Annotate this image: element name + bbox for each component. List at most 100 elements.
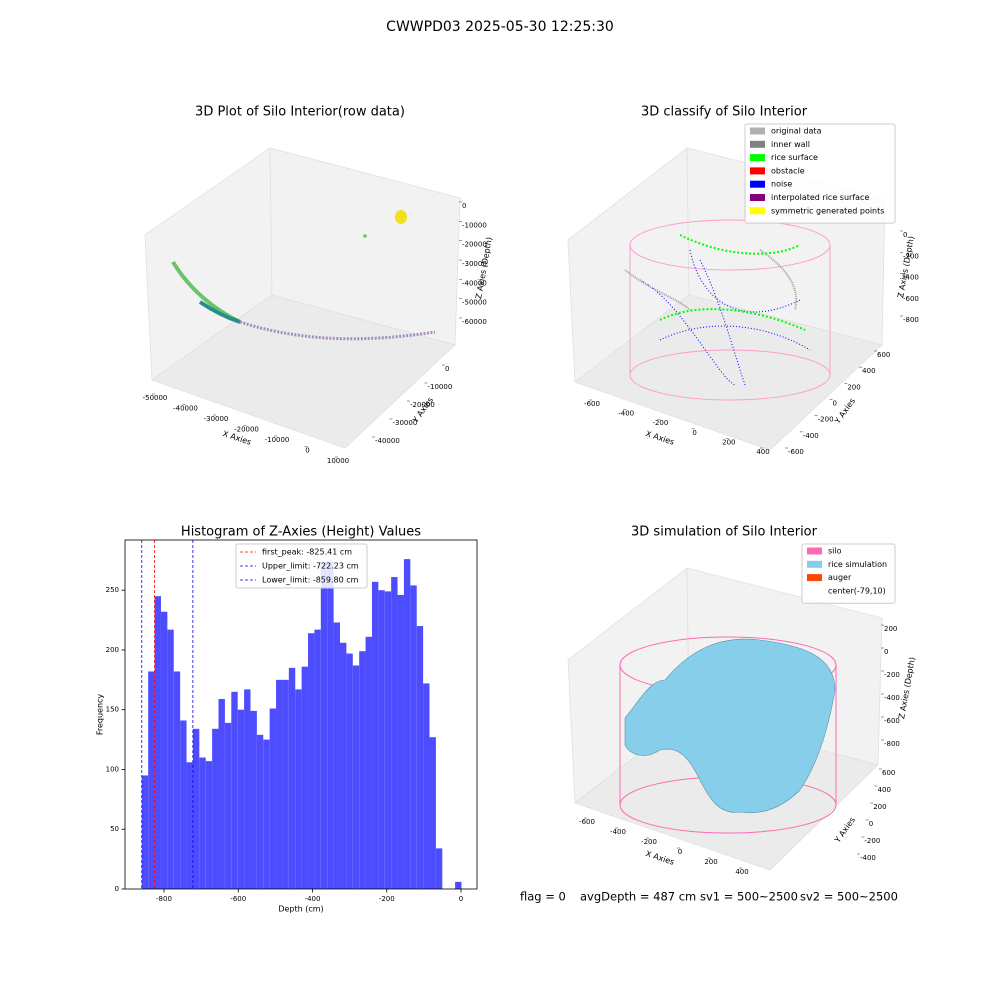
z-tick-label: -400	[903, 274, 919, 282]
histogram-bar	[308, 633, 315, 889]
histogram-bar	[141, 775, 149, 889]
legend-label: rice surface	[771, 153, 818, 162]
x-tick-label: -40000	[173, 405, 198, 413]
x-tick-label: -200	[641, 838, 657, 846]
y-tick-label: 0	[833, 400, 837, 408]
y-tick-label: -400	[803, 432, 819, 440]
histogram-bar	[250, 710, 257, 889]
histogram-bar	[455, 881, 462, 889]
x-tick-label: -400	[610, 828, 626, 836]
x-tick-label: 0	[305, 447, 309, 455]
z-tick-label: -40000	[462, 279, 487, 287]
legend-label: silo	[828, 547, 842, 556]
y-tick-label: 0	[445, 365, 449, 373]
histogram-bar	[212, 728, 219, 889]
histogram-bar	[416, 626, 424, 889]
histogram-bar	[429, 737, 436, 889]
histogram-bar	[167, 629, 174, 889]
legend-label: Lower_limit: -859.80 cm	[262, 576, 359, 585]
z-tick-label: -800	[903, 316, 919, 324]
x-tick-label: 10000	[327, 457, 349, 465]
z-tick-label: -50000	[462, 299, 487, 307]
x-tick-label: -200	[379, 895, 395, 903]
x-tick-label: -50000	[143, 394, 168, 402]
histogram-bar	[180, 720, 187, 889]
histogram-bar	[301, 666, 309, 889]
legend-swatch	[750, 167, 765, 175]
histogram-bar	[186, 762, 193, 889]
x-tick-label: -30000	[204, 415, 229, 423]
histogram-bar	[263, 739, 270, 889]
legend-swatch	[807, 574, 822, 582]
chart-title: 3D simulation of Silo Interior	[631, 525, 818, 540]
plot-frame	[124, 539, 478, 890]
histogram-bar	[423, 683, 430, 889]
x-tick-label: 200	[704, 858, 717, 866]
y-tick-label: 400	[878, 786, 891, 794]
panes-1	[144, 147, 461, 449]
footer-text: sv1 = 500~2500	[700, 890, 798, 904]
y-tick-label: -10000	[428, 383, 453, 391]
z-tick-label: -600	[884, 717, 900, 725]
histogram-bar	[384, 591, 392, 889]
x-tick-label: -200	[652, 419, 668, 427]
legend-swatch	[807, 560, 822, 568]
legend-label: Upper_limit: -722.23 cm	[262, 562, 359, 571]
y-axis-label: Frequency	[96, 694, 105, 736]
y-tick-label: 200	[106, 646, 119, 654]
chart-title: 3D classify of Silo Interior	[641, 105, 808, 120]
legend-swatch	[750, 194, 765, 201]
y-tick-label: 200	[847, 383, 860, 391]
y-tick-label: -400	[860, 854, 876, 862]
x-axis-label: Depth (cm)	[278, 905, 323, 914]
x-tick-label: -800	[156, 895, 172, 903]
histogram-bar	[346, 653, 353, 889]
footer-text: flag = 0	[520, 890, 566, 904]
histogram-bar	[352, 665, 360, 889]
legend-swatch	[750, 140, 765, 148]
histogram-bar	[378, 590, 385, 889]
y-tick-label: 0	[869, 820, 873, 828]
legend-label: original data	[771, 127, 822, 136]
z-tick-label: -60000	[462, 318, 487, 326]
footer-text: sv2 = 500~2500	[800, 890, 898, 904]
x-tick-label: -10000	[265, 436, 290, 444]
z-tick-label: -20000	[462, 241, 487, 249]
legend-swatch	[750, 180, 765, 188]
x-tick-label: 200	[722, 438, 735, 446]
x-tick-label: 400	[756, 448, 769, 456]
legend-swatch	[807, 547, 822, 555]
histogram-bar	[205, 761, 213, 889]
z-tick-label: -800	[884, 740, 900, 748]
legend-label: inner wall	[771, 140, 810, 149]
legend-label: noise	[771, 180, 792, 189]
y-tick-label: -40000	[375, 437, 400, 445]
histogram-bar	[320, 562, 328, 889]
y-tick-label: 250	[106, 586, 119, 594]
x-tick-label: 0	[678, 848, 682, 856]
legend-label: interpolated rice surface	[771, 193, 869, 202]
legend-swatch	[750, 207, 765, 215]
y-tick-label: -200	[818, 416, 834, 424]
legend-box	[744, 123, 896, 224]
z-tick-label: 0	[462, 202, 466, 210]
histogram-bar	[173, 671, 181, 889]
z-tick-label: -200	[884, 671, 900, 679]
histogram-bar	[237, 709, 245, 889]
histogram-bar	[160, 611, 168, 889]
z-tick-label: -400	[884, 694, 900, 702]
z-tick-label: -600	[903, 295, 919, 303]
chart-title: 3D Plot of Silo Interior(row data)	[195, 105, 405, 120]
z-tick-label: -30000	[462, 260, 487, 268]
y-tick-label: 50	[110, 825, 119, 833]
histogram-bar	[403, 559, 411, 889]
z-tick-label: 200	[884, 625, 897, 633]
histogram-bar	[244, 689, 251, 889]
histogram-bar	[199, 757, 206, 889]
histogram-bar	[288, 667, 296, 889]
z-tick-label: -200	[903, 252, 919, 260]
y-tick-label: 400	[862, 367, 875, 375]
y-tick-label: 600	[877, 351, 890, 359]
figure-title: CWWPD03 2025-05-30 12:25:30	[386, 19, 614, 35]
x-tick-label: -400	[305, 895, 321, 903]
